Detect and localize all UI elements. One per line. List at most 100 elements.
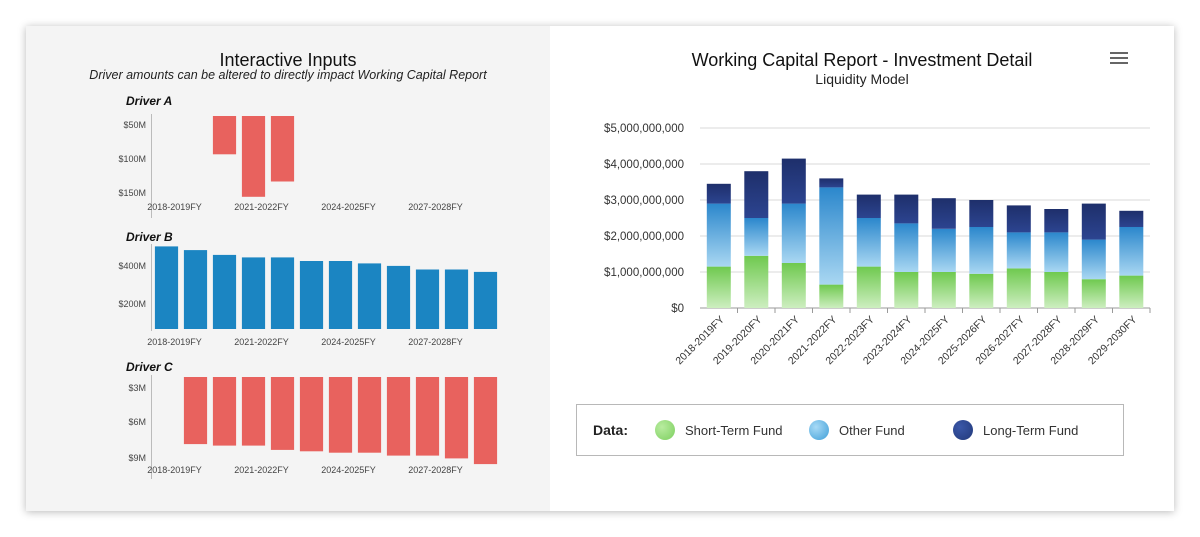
stacked-bar-segment [1081, 279, 1106, 308]
interactive-inputs-panel: Interactive Inputs Driver amounts can be… [26, 26, 550, 511]
driver-bar [328, 261, 353, 329]
stacked-bar-segment [1006, 232, 1031, 269]
y-tick-label: $2,000,000,000 [604, 231, 684, 243]
stacked-bar-segment [1044, 232, 1069, 272]
y-tick-label: $150M [118, 188, 146, 198]
y-tick-label: $100M [118, 154, 146, 164]
stacked-bar-segment [1081, 203, 1106, 240]
driver-bar [270, 116, 295, 182]
stacked-bar-segment [856, 218, 881, 267]
short-term-fund-swatch [655, 420, 675, 440]
legend-label: Short-Term Fund [685, 422, 783, 438]
y-tick-label: $5,000,000,000 [604, 123, 684, 135]
stacked-bar-segment [781, 263, 806, 308]
chart-legend: Data: Short-Term Fund Other Fund Long-Te… [576, 404, 1124, 456]
stacked-bar-segment [706, 266, 731, 308]
stacked-bar-segment [744, 171, 769, 218]
y-tick-label: $6M [128, 417, 146, 427]
x-tick-label: 2018-2019FY [147, 202, 202, 212]
driver-bar [270, 257, 295, 329]
y-tick-label: $4,000,000,000 [604, 159, 684, 171]
y-tick-label: $0 [671, 303, 684, 315]
stacked-bar-segment [1006, 205, 1031, 233]
x-tick-label: 2024-2025FY [321, 337, 376, 347]
x-tick-label: 2024-2025FY [321, 465, 376, 475]
stacked-bar-segment [1006, 268, 1031, 308]
stacked-bar-segment [781, 158, 806, 204]
dashboard-card: Interactive Inputs Driver amounts can be… [26, 26, 1174, 511]
stacked-bar-segment [931, 198, 956, 229]
inputs-subtitle: Driver amounts can be altered to directl… [89, 68, 487, 82]
x-tick-label: 2021-2022FY [234, 337, 289, 347]
hamburger-menu-icon[interactable] [1110, 52, 1128, 66]
driver-bar [154, 246, 179, 329]
stacked-bar-segment [706, 203, 731, 267]
y-tick-label: $3M [128, 383, 146, 393]
x-tick-label: 2027-2028FY [408, 202, 463, 212]
x-tick-label: 2018-2019FY [147, 465, 202, 475]
stacked-bar-segment [1044, 272, 1069, 308]
legend-item-long-term-fund[interactable]: Long-Term Fund [953, 419, 1078, 441]
driver-bar [241, 257, 266, 329]
x-tick-label: 2027-2028FY [408, 337, 463, 347]
driver-bar [415, 377, 440, 456]
legend-item-other-fund[interactable]: Other Fund [809, 419, 905, 441]
stacked-bar-segment [894, 223, 919, 272]
stacked-bar-segment [819, 284, 844, 308]
inputs-title: Interactive Inputs [219, 50, 357, 70]
stacked-bar-segment [744, 218, 769, 256]
report-title: Working Capital Report - Investment Deta… [691, 50, 1033, 70]
working-capital-chart: $0 $1,000,000,000 $2,000,000,000 $3,000,000… [604, 123, 1151, 367]
y-tick-label: $3,000,000,000 [604, 195, 684, 207]
stacked-bar-segment [744, 255, 769, 308]
stacked-bar-segment [969, 227, 994, 274]
x-tick-label: 2021-2022FY [234, 465, 289, 475]
driver-bar [183, 377, 208, 445]
driver-bar [183, 250, 208, 329]
stacked-bar-segment [894, 194, 919, 224]
driver-bar [328, 377, 353, 453]
y-tick-label: $400M [118, 261, 146, 271]
driver-bar [299, 261, 324, 329]
y-tick-label: $50M [123, 120, 146, 130]
stacked-bar-segment [969, 200, 994, 227]
y-tick-label: $200M [118, 299, 146, 309]
stacked-bar-segment [1119, 210, 1144, 227]
x-tick-label: 2024-2025FY [321, 202, 376, 212]
driver-a-title: Driver A [126, 94, 173, 108]
stacked-bar-segment [894, 272, 919, 308]
stacked-bar-segment [781, 203, 806, 263]
stacked-bar-segment [1081, 239, 1106, 280]
x-tick-label: 2021-2022FY [234, 202, 289, 212]
stacked-bar-segment [1119, 275, 1144, 308]
driver-bar [386, 377, 411, 456]
other-fund-swatch [809, 420, 829, 440]
driver-bar [270, 377, 295, 450]
stacked-bar-segment [856, 266, 881, 308]
driver-bar [386, 265, 411, 329]
driver-bar [212, 116, 237, 155]
driver-c-title: Driver C [126, 360, 173, 374]
stacked-bar-segment [1119, 227, 1144, 276]
legend-item-short-term-fund[interactable]: Short-Term Fund [655, 419, 783, 441]
long-term-fund-swatch [953, 420, 973, 440]
report-subtitle: Liquidity Model [815, 71, 909, 87]
stacked-bar-segment [969, 273, 994, 308]
stacked-bar-segment [931, 228, 956, 272]
working-capital-panel: Working Capital Report - Investment Deta… [550, 26, 1174, 511]
driver-bar [241, 377, 266, 446]
driver-bar [299, 377, 324, 452]
y-tick-label: $9M [128, 453, 146, 463]
driver-b-title: Driver B [126, 230, 173, 244]
stacked-bar-segment [856, 194, 881, 218]
driver-bar [444, 377, 469, 459]
driver-bar [357, 263, 382, 329]
driver-b-chart[interactable]: $400M $200M 2018-2019FY 2021-2022FY 2024-202… [26, 244, 550, 352]
driver-bar [444, 269, 469, 329]
y-tick-label: $1,000,000,000 [604, 267, 684, 279]
driver-bar [241, 116, 266, 197]
stacked-bar-segment [819, 178, 844, 188]
driver-bar [473, 271, 498, 329]
